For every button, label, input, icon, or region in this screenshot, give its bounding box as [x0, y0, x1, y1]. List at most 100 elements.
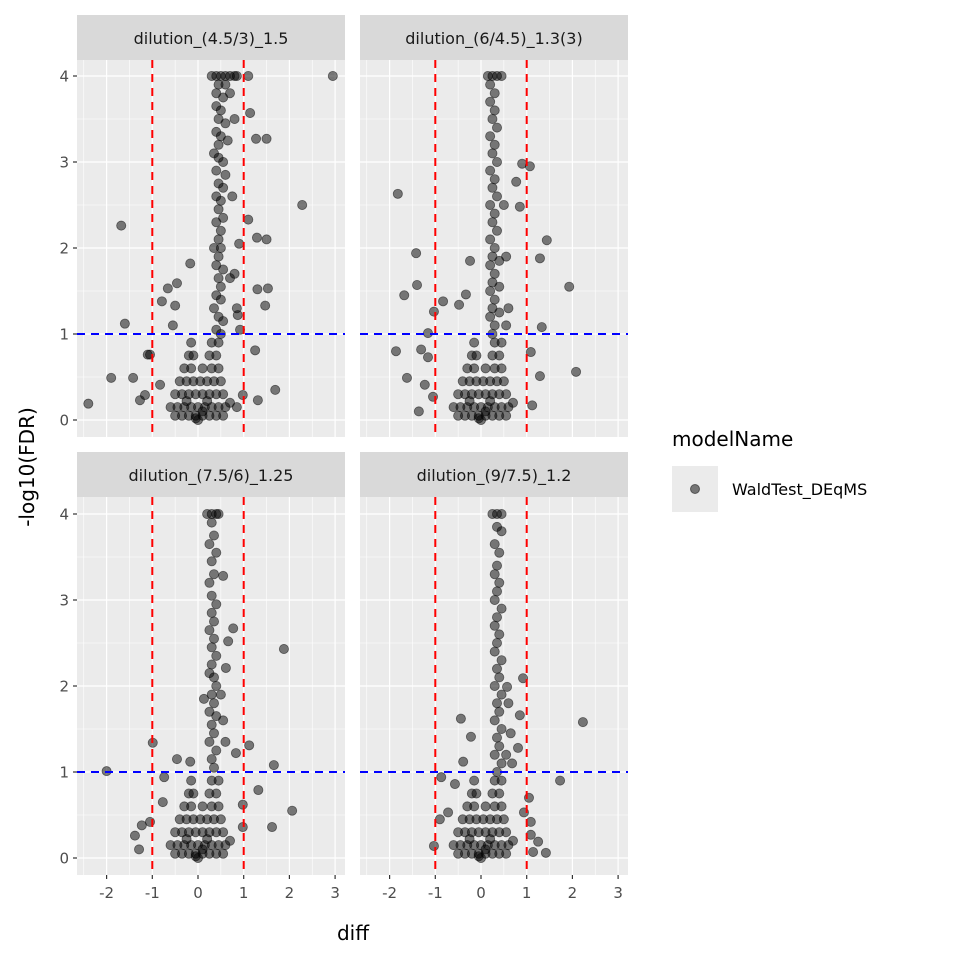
data-point — [485, 234, 496, 245]
data-point — [218, 827, 229, 838]
data-point — [485, 834, 496, 845]
data-point — [485, 285, 496, 296]
data-point — [480, 363, 491, 374]
data-point — [229, 268, 240, 279]
data-point — [503, 698, 514, 709]
data-point — [156, 296, 167, 307]
data-point — [128, 372, 139, 383]
data-point — [213, 204, 224, 215]
y-tick-label: 2 — [59, 240, 69, 258]
data-point — [260, 300, 271, 311]
data-point — [507, 397, 518, 408]
data-point — [485, 396, 496, 407]
strip-label: dilution_(4.5/3)_1.5 — [134, 29, 289, 49]
data-point — [489, 715, 500, 726]
data-point — [215, 242, 226, 253]
data-point — [514, 201, 525, 212]
data-point — [401, 372, 412, 383]
data-point — [469, 363, 480, 374]
data-point — [218, 182, 229, 193]
data-point — [528, 846, 539, 857]
y-tick-label: 4 — [59, 506, 69, 524]
data-point — [485, 79, 496, 90]
data-point — [480, 406, 491, 417]
data-point — [227, 191, 238, 202]
data-point — [250, 345, 261, 356]
data-point — [231, 402, 242, 413]
data-point — [485, 165, 496, 176]
data-point — [491, 698, 502, 709]
data-point — [229, 114, 240, 125]
data-point — [211, 217, 222, 228]
data-point — [501, 389, 512, 400]
data-point — [206, 607, 217, 618]
data-point — [491, 732, 502, 743]
data-point — [536, 322, 547, 333]
data-point — [213, 363, 224, 374]
data-point — [541, 235, 552, 246]
strip-background — [360, 15, 628, 60]
x-tick-label: -2 — [382, 884, 397, 902]
panel-plot-area — [360, 60, 628, 437]
data-point — [83, 398, 94, 409]
data-point — [501, 410, 512, 421]
y-tick-label: 0 — [59, 412, 69, 430]
data-point — [211, 599, 222, 610]
data-point — [422, 352, 433, 363]
data-point — [533, 836, 544, 847]
data-point — [185, 258, 196, 269]
data-point — [204, 625, 215, 636]
data-point — [491, 225, 502, 236]
data-point — [139, 390, 150, 401]
data-point — [496, 337, 507, 348]
data-point — [496, 363, 507, 374]
x-tick-label: 3 — [613, 884, 623, 902]
strip-label: dilution_(6/4.5)_1.3(3) — [405, 29, 582, 49]
facet-panel: dilution_(9/7.5)_1.2 -2 -1 0 1 2 3 — [360, 452, 628, 902]
data-point — [220, 169, 231, 180]
data-point — [220, 736, 231, 747]
data-point — [496, 801, 507, 812]
data-point — [534, 253, 545, 264]
data-point — [489, 320, 500, 331]
data-point — [159, 772, 170, 783]
data-point — [270, 384, 281, 395]
data-point — [399, 290, 410, 301]
data-point — [215, 105, 226, 116]
data-point — [487, 148, 498, 159]
data-point — [181, 396, 192, 407]
x-tick-label: 3 — [330, 884, 340, 902]
data-point — [471, 788, 482, 799]
data-point — [494, 350, 505, 361]
data-point — [252, 284, 263, 295]
data-point — [496, 655, 507, 666]
data-point — [503, 303, 514, 314]
data-point — [507, 835, 518, 846]
data-point — [513, 742, 524, 753]
data-point — [571, 366, 582, 377]
data-point — [208, 672, 219, 683]
data-point — [489, 208, 500, 219]
data-point — [106, 372, 117, 383]
data-point — [494, 741, 505, 752]
data-point — [491, 560, 502, 571]
y-tick-label: 2 — [59, 678, 69, 696]
data-point — [267, 822, 278, 833]
data-point — [485, 96, 496, 107]
data-point — [487, 114, 498, 125]
data-point — [186, 775, 197, 786]
y-tick-label: 1 — [59, 764, 69, 782]
y-tick-label: 3 — [59, 592, 69, 610]
data-point — [223, 636, 234, 647]
data-point — [465, 255, 476, 266]
data-point — [489, 294, 500, 305]
data-point — [511, 176, 522, 187]
data-point — [498, 199, 509, 210]
data-point — [215, 225, 226, 236]
data-point — [534, 371, 545, 382]
data-point — [231, 71, 242, 82]
data-point — [208, 728, 219, 739]
data-point — [186, 337, 197, 348]
data-point — [218, 848, 229, 859]
